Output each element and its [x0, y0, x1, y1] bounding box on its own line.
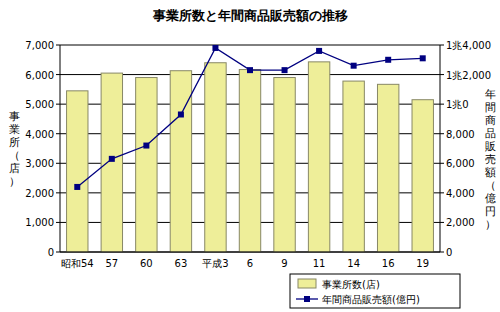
grid-line — [60, 252, 440, 253]
tick — [440, 163, 444, 164]
marker — [212, 45, 218, 51]
x-tick-label: 昭和54 — [61, 258, 94, 269]
axis-label-char: （ — [9, 149, 20, 162]
y2-tick-label: 6,000 — [446, 158, 475, 169]
tick — [56, 104, 60, 105]
axis-label-char: ） — [9, 175, 20, 188]
y2-tick-label: 1兆2,000 — [446, 70, 491, 81]
axis-label-char: 品 — [485, 127, 496, 140]
tick — [440, 252, 444, 253]
axis-label-char: 額 — [485, 166, 496, 179]
x-tick-label: 57 — [105, 258, 118, 269]
line — [77, 48, 422, 187]
tick — [56, 74, 60, 75]
x-axis — [60, 252, 440, 253]
bar — [412, 100, 433, 252]
bar — [170, 71, 191, 252]
tick — [440, 74, 444, 75]
x-tick-label: 11 — [313, 258, 326, 269]
x-tick-label: 14 — [347, 258, 360, 269]
marker — [109, 156, 115, 162]
y2-tick-label: 0 — [446, 247, 452, 258]
y-tick-label: 4,000 — [25, 129, 54, 140]
y-tick-label: 3,000 — [25, 158, 54, 169]
marker — [351, 63, 357, 69]
y2-axis — [440, 45, 441, 252]
axis-label-char: 億 — [485, 192, 496, 205]
tick — [56, 45, 60, 46]
x-tick-label: 16 — [382, 258, 395, 269]
bar — [101, 73, 122, 252]
axis-label-char: （ — [485, 179, 496, 192]
plot-data — [67, 45, 434, 252]
tick — [440, 222, 444, 223]
bar — [239, 70, 260, 252]
x-tick-label: 9 — [281, 258, 287, 269]
y-tick-label: 5,000 — [25, 99, 54, 110]
axis-label: 年間商品販売額（億円） — [485, 88, 496, 231]
marker — [282, 67, 288, 73]
marker — [143, 143, 149, 149]
tick — [440, 104, 444, 105]
y-tick-label: 1,000 — [25, 217, 54, 228]
bar — [205, 63, 226, 252]
tick — [56, 163, 60, 164]
axis-label-char: 円 — [485, 205, 496, 218]
axis-label-char: 事 — [9, 110, 20, 123]
y2-tick-label: 4,000 — [446, 188, 475, 199]
marker — [385, 57, 391, 63]
tick — [56, 133, 60, 134]
marker — [316, 48, 322, 54]
y-axis — [60, 45, 61, 252]
x-tick-label: 6 — [247, 258, 253, 269]
axis-label-char: 間 — [485, 101, 496, 114]
legend-label: 年間商品販売額(億円) — [322, 294, 420, 305]
bar — [343, 81, 364, 252]
bar — [67, 91, 88, 252]
axis-label-char: 業 — [9, 123, 20, 136]
axis-label: 事業所（店） — [9, 110, 20, 188]
tick — [56, 222, 60, 223]
legend-marker — [304, 296, 310, 302]
chart: 事業所数と年間商品販売額の推移 0 1,000 2,000 3,000 4,000 5,00… — [0, 0, 500, 312]
legend-box — [290, 274, 460, 308]
bar — [308, 62, 329, 252]
tick — [440, 192, 444, 193]
marker — [178, 111, 184, 117]
tick — [56, 252, 60, 253]
tick — [440, 133, 444, 134]
y-tick-label: 6,000 — [25, 70, 54, 81]
y-tick-label: 7,000 — [25, 40, 54, 51]
tick — [440, 45, 444, 46]
axis-label-char: 年 — [485, 88, 496, 101]
bar — [136, 78, 157, 252]
y-tick-label: 0 — [48, 247, 54, 258]
axis-label-char: ） — [485, 218, 496, 231]
y-tick-label: 2,000 — [25, 188, 54, 199]
x-tick-label: 63 — [175, 258, 188, 269]
marker — [247, 67, 253, 73]
y2-tick-label: 1兆0 — [446, 99, 469, 110]
axis-label-char: 店 — [9, 162, 20, 175]
y2-tick-label: 2,000 — [446, 217, 475, 228]
axis-label-char: 販 — [485, 140, 496, 153]
x-tick-label: 60 — [140, 258, 153, 269]
marker — [74, 184, 80, 190]
y2-tick-label: 1兆4,000 — [446, 40, 491, 51]
x-tick-label: 平成3 — [202, 258, 228, 269]
title: 事業所数と年間商品販売額の推移 — [152, 8, 348, 23]
axis-label-char: 所 — [9, 136, 20, 149]
legend-label: 事業所数(店) — [322, 279, 380, 290]
bar — [377, 84, 398, 252]
marker — [420, 55, 426, 61]
y2-tick-label: 8,000 — [446, 129, 475, 140]
tick — [56, 192, 60, 193]
axis-label-char: 売 — [485, 153, 496, 166]
axis-label-char: 商 — [485, 114, 496, 127]
legend-swatch — [298, 279, 316, 288]
bar — [274, 78, 295, 252]
grid-line — [60, 45, 440, 46]
x-tick-label: 19 — [416, 258, 429, 269]
